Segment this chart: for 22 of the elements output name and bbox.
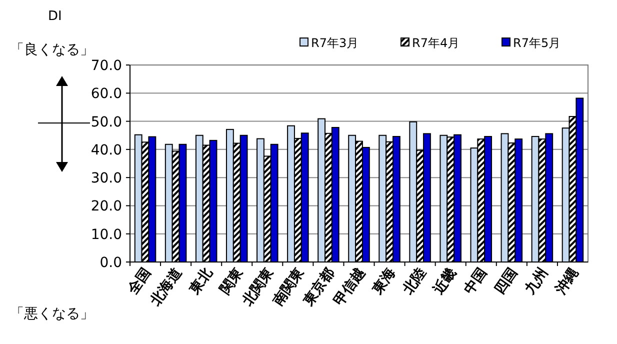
x-tick-label: 四国 [492,265,521,298]
legend-label: R7年3月 [311,36,359,50]
y-tick-label: 70.0 [90,58,122,74]
y-tick-label: 30.0 [90,170,122,187]
y-tick-label: 40.0 [90,142,122,158]
legend-label: R7年5月 [513,36,561,50]
x-tick-label: 東海 [369,265,399,298]
x-tick-label: 東北 [186,264,216,298]
y-tick-label: 50.0 [90,114,122,130]
y-axis-title: DI [48,9,62,24]
x-tick-label: 中国 [461,265,490,298]
y-tick-label: 0.0 [100,255,122,271]
x-tick-label: 近畿 [429,264,460,298]
y-tick-label: 10.0 [90,226,122,243]
y-tick-label: 20.0 [90,198,122,215]
legend-label: R7年4月 [412,36,460,50]
x-tick-label: 北陸 [400,265,430,298]
text: 「良くなる」 [10,42,94,58]
x-tick-label: 沖縄 [552,265,582,298]
x-tick-label: 九州 [522,265,552,298]
text: 「悪くなる」 [10,306,94,322]
y-tick-label: 60.0 [90,86,122,102]
